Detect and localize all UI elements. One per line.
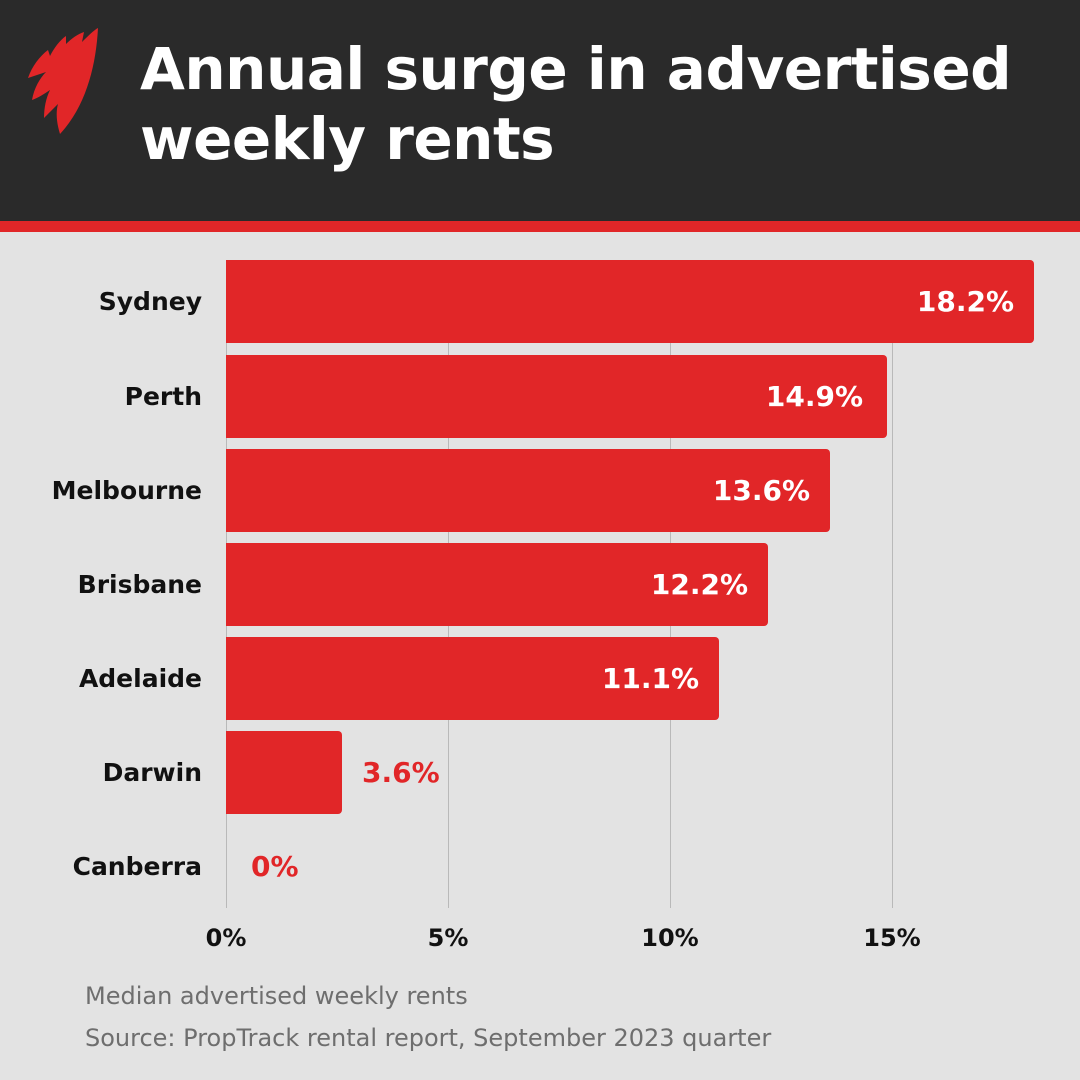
sbs-logo-icon (28, 28, 98, 134)
category-label-adelaide: Adelaide (78, 664, 202, 693)
bar-melbourne: 13.6% (226, 449, 830, 532)
bar-perth: 14.9% (226, 355, 887, 438)
bar-value-melbourne: 13.6% (712, 474, 810, 507)
x-tick-15: 15% (863, 924, 921, 952)
title-line-1: Annual surge in advertised (140, 35, 1012, 103)
category-label-perth: Perth (124, 382, 202, 411)
header-accent-stripe (0, 221, 1080, 232)
x-tick-0: 0% (205, 924, 247, 952)
chart-title: Annual surge in advertised weekly rents (140, 34, 1040, 174)
bar-sydney: 18.2% (226, 260, 1034, 343)
footer-source: Source: PropTrack rental report, Septemb… (85, 1024, 772, 1052)
bar-value-sydney: 18.2% (916, 285, 1014, 318)
bar-value-darwin: 3.6% (362, 756, 440, 789)
category-label-sydney: Sydney (98, 287, 202, 316)
bar-brisbane: 12.2% (226, 543, 768, 626)
category-label-brisbane: Brisbane (77, 570, 202, 599)
x-tick-5: 5% (427, 924, 469, 952)
category-label-canberra: Canberra (72, 852, 202, 881)
x-tick-10: 10% (641, 924, 699, 952)
bar-chart: Sydney 18.2% Perth 14.9% Melbourne 13.6%… (0, 232, 1080, 1080)
header: Annual surge in advertised weekly rents (0, 0, 1080, 221)
category-label-darwin: Darwin (102, 758, 202, 787)
title-line-2: weekly rents (140, 105, 555, 173)
category-label-melbourne: Melbourne (51, 476, 202, 505)
bar-value-adelaide: 11.1% (601, 662, 699, 695)
bar-value-canberra: 0% (251, 850, 299, 883)
bar-adelaide: 11.1% (226, 637, 719, 720)
footer-note: Median advertised weekly rents (85, 982, 468, 1010)
bar-value-brisbane: 12.2% (650, 568, 748, 601)
bar-darwin (226, 731, 342, 814)
bar-value-perth: 14.9% (765, 380, 863, 413)
gridline-15 (892, 260, 893, 908)
